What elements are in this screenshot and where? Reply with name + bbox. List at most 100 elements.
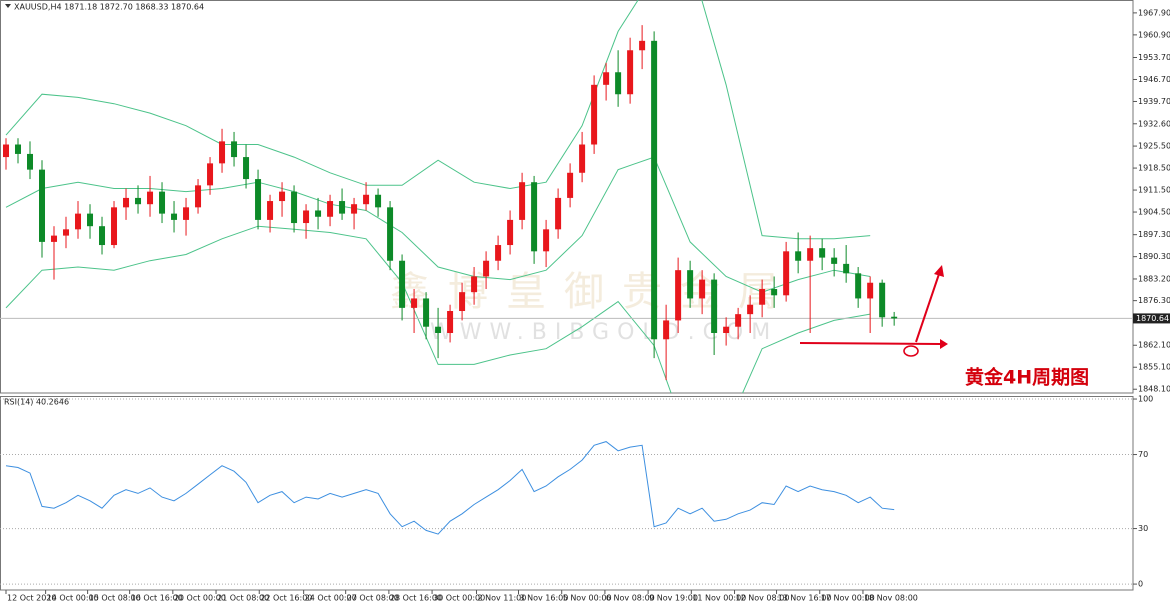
- y-tick-label: 30: [1138, 524, 1148, 533]
- y-tick-label: 1904.50: [1138, 208, 1170, 217]
- candle-body: [819, 248, 826, 258]
- candle-body: [39, 169, 46, 242]
- y-tick-label: 1862.10: [1138, 341, 1170, 350]
- candle-body: [387, 207, 394, 261]
- candle-body: [747, 304, 754, 315]
- candle-body: [555, 197, 562, 230]
- y-tick-label: 1939.70: [1138, 97, 1170, 106]
- candle-body: [303, 210, 310, 224]
- bollinger-band: [5, 225, 871, 393]
- candle-body: [843, 263, 850, 274]
- candle-body: [759, 289, 766, 305]
- candle-body: [267, 201, 274, 220]
- candle-body: [255, 179, 262, 220]
- candle-body: [183, 207, 190, 220]
- y-tick-label: 1953.70: [1138, 53, 1170, 62]
- x-tick-label: 11 Nov 00:00: [692, 594, 746, 603]
- bollinger-band: [5, 0, 871, 240]
- x-tick-label: 18 Nov 08:00: [864, 594, 918, 603]
- x-tick-label: 17 Nov 00:00: [821, 594, 875, 603]
- x-tick-label: 9 Nov 19:00: [649, 594, 698, 603]
- candle-body: [675, 270, 682, 321]
- price-layer: [0, 0, 1133, 393]
- current-price-label: 1870.64: [1136, 314, 1169, 323]
- candle-body: [75, 213, 82, 230]
- candle-body: [867, 282, 874, 299]
- candle-body: [471, 276, 478, 293]
- candle-body: [591, 84, 598, 145]
- arrow-head: [940, 339, 948, 349]
- candle-body: [519, 182, 526, 220]
- candle-body: [243, 157, 250, 180]
- candle-body: [435, 326, 442, 333]
- candle-body: [399, 260, 406, 308]
- x-tick-label: 28 Oct 16:00: [390, 594, 442, 603]
- candle-body: [687, 270, 694, 299]
- candle-body: [495, 245, 502, 261]
- x-tick-label: 14 Oct 00:00: [47, 594, 99, 603]
- candle-body: [51, 235, 58, 242]
- arrow-head: [934, 265, 944, 277]
- candle-body: [315, 210, 322, 217]
- circle-mark: [903, 345, 919, 357]
- candle-body: [771, 289, 778, 296]
- axes: 1967.90 1960.90 1953.70 1946.70 1939.70 1932.…: [5, 8, 1170, 603]
- x-tick-label: 24 Oct 00:00: [305, 594, 357, 603]
- watermark: 鑫博皇御贵金属: [390, 269, 796, 315]
- candle-body: [87, 213, 94, 227]
- rsi-header: RSI(14) 40.2646: [4, 398, 69, 407]
- menu-icon: [5, 4, 11, 8]
- y-tick-label: 1890.30: [1138, 252, 1170, 261]
- candle-body: [3, 144, 10, 158]
- y-tick-label: 1855.10: [1138, 363, 1170, 372]
- candle-body: [363, 194, 370, 205]
- x-tick-label: 12 Oct 2020: [7, 594, 56, 603]
- candle-body: [735, 314, 742, 327]
- current-price-tag: [1133, 313, 1170, 324]
- support-arrow: [799, 342, 941, 345]
- rsi-layer: [0, 398, 1133, 585]
- y-tick-label: 1897.30: [1138, 230, 1170, 239]
- candle-body: [807, 248, 814, 261]
- candle-body: [27, 153, 34, 170]
- y-tick-label: 1883.20: [1138, 274, 1170, 283]
- x-tick-label: 15 Oct 08:00: [89, 594, 141, 603]
- candle-body: [783, 251, 790, 296]
- y-tick-label: 1848.10: [1138, 385, 1170, 394]
- y-tick-label: 0: [1138, 580, 1143, 589]
- price-panel: [0, 0, 1134, 394]
- y-tick-label: 1960.90: [1138, 30, 1170, 39]
- candle-body: [411, 298, 418, 308]
- candle-body: [111, 207, 118, 246]
- y-tick-label: 1911.50: [1138, 186, 1170, 195]
- candle-body: [699, 279, 706, 299]
- candle-body: [891, 316, 898, 319]
- candle-body: [723, 326, 730, 333]
- y-tick-label: 1918.50: [1138, 164, 1170, 173]
- x-tick-label: 2 Nov 11:00: [477, 594, 526, 603]
- rsi-line: [5, 441, 895, 535]
- y-tick-label: 1967.90: [1138, 8, 1170, 17]
- y-tick-label: 1946.70: [1138, 75, 1170, 84]
- candle-body: [663, 320, 670, 340]
- y-tick-label: 1932.60: [1138, 119, 1170, 128]
- candle-body: [231, 141, 238, 158]
- candle-body: [171, 213, 178, 220]
- candle-body: [219, 141, 226, 164]
- candle-body: [195, 185, 202, 208]
- x-tick-label: 20 Oct 00:00: [174, 594, 226, 603]
- candle-body: [291, 191, 298, 224]
- candle-body: [795, 251, 802, 261]
- candle-body: [15, 144, 22, 154]
- candle-body: [135, 197, 142, 205]
- x-tick-label: 5 Nov 00:00: [563, 594, 612, 603]
- x-tick-label: 30 Oct 00:00: [433, 594, 485, 603]
- x-tick-label: 27 Oct 08:00: [347, 594, 399, 603]
- candle-body: [615, 72, 622, 95]
- rsi-panel: [0, 396, 1134, 591]
- candle-body: [711, 279, 718, 333]
- candle-body: [99, 226, 106, 246]
- x-tick-label: 6 Nov 08:00: [606, 594, 655, 603]
- y-tick-label: 1876.30: [1138, 296, 1170, 305]
